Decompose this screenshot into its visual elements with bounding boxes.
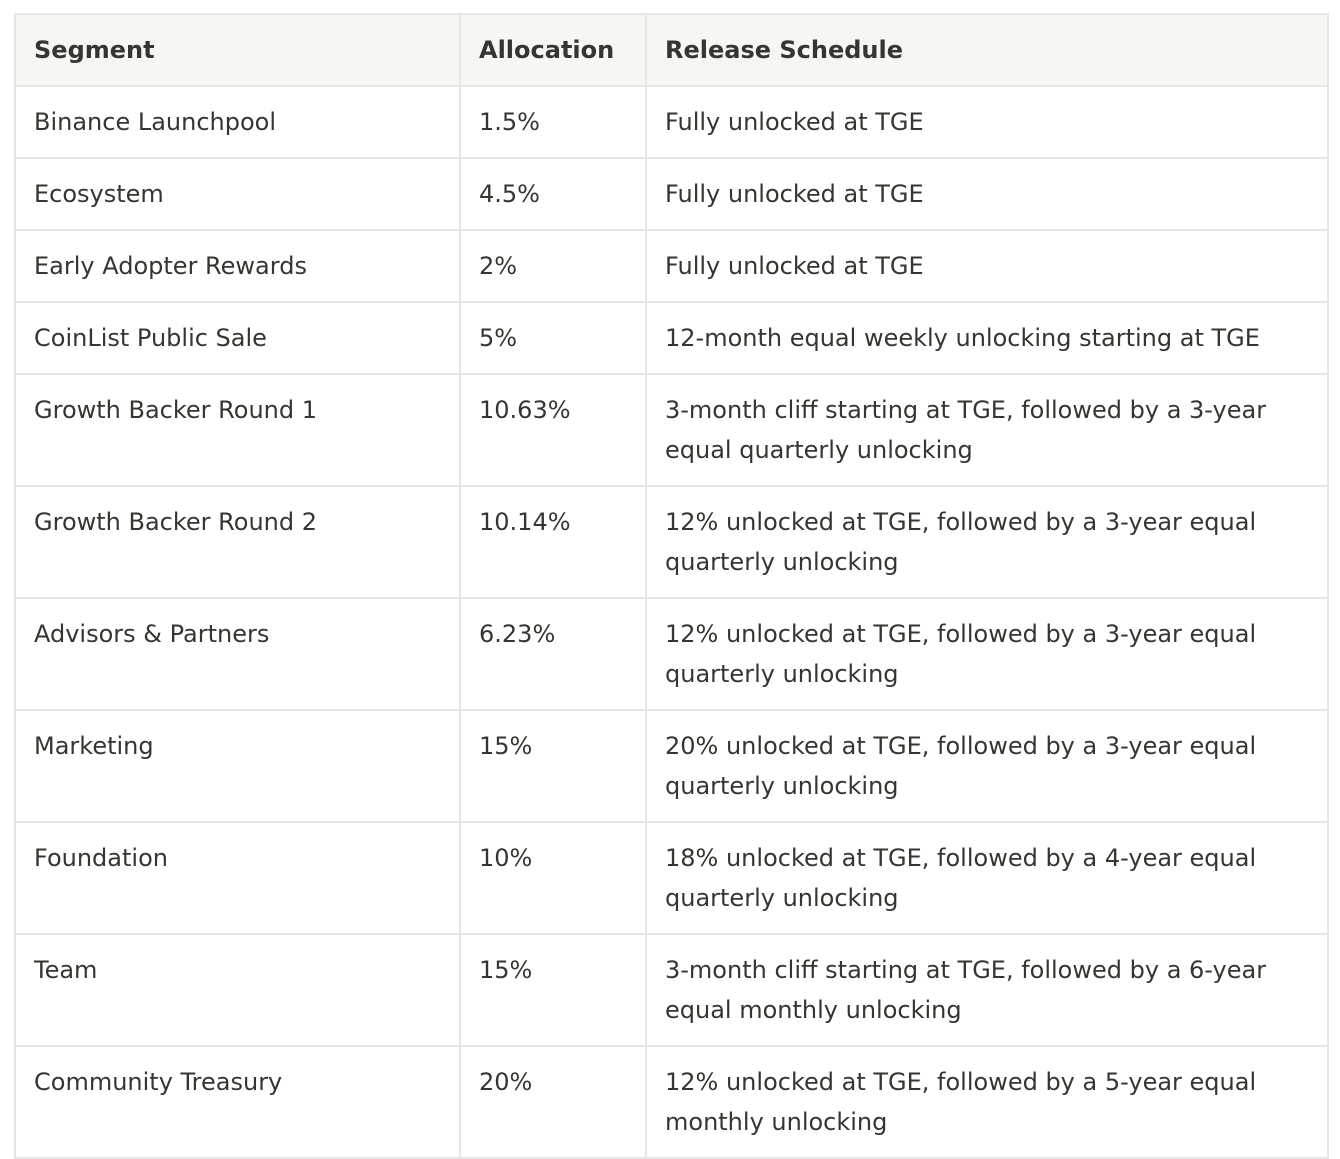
- table-cell: 3-month cliff starting at TGE, followed …: [645, 373, 1329, 487]
- table-cell: 18% unlocked at TGE, followed by a 4-yea…: [645, 821, 1329, 935]
- table-row: Early Adopter Rewards 2% Fully unlocked at…: [14, 229, 1329, 303]
- table-cell: Ecosystem: [14, 157, 461, 231]
- table-cell: 1.5%: [459, 85, 647, 159]
- table-cell: 12% unlocked at TGE, followed by a 3-yea…: [645, 485, 1329, 599]
- table-cell: 4.5%: [459, 157, 647, 231]
- table-row: Growth Backer Round 1 10.63% 3-month cliff…: [14, 373, 1329, 487]
- table-cell: 10.14%: [459, 485, 647, 599]
- table-cell: 12-month equal weekly unlocking starting…: [645, 301, 1329, 375]
- table-row: Advisors & Partners 6.23% 12% unlocked at …: [14, 597, 1329, 711]
- table-cell: Early Adopter Rewards: [14, 229, 461, 303]
- table-row: Team 15% 3-month cliff starting at TGE, fo…: [14, 933, 1329, 1047]
- table-cell: CoinList Public Sale: [14, 301, 461, 375]
- table-cell: 12% unlocked at TGE, followed by a 5-yea…: [645, 1045, 1329, 1159]
- table-cell: 10%: [459, 821, 647, 935]
- table-cell: Binance Launchpool: [14, 85, 461, 159]
- table-row: Foundation 10% 18% unlocked at TGE, follow…: [14, 821, 1329, 935]
- table-cell: Foundation: [14, 821, 461, 935]
- table-row: Growth Backer Round 2 10.14% 12% unlocked …: [14, 485, 1329, 599]
- table-cell: Fully unlocked at TGE: [645, 229, 1329, 303]
- table-row: Binance Launchpool 1.5% Fully unlocked at …: [14, 85, 1329, 159]
- table-cell: 5%: [459, 301, 647, 375]
- table-cell: Marketing: [14, 709, 461, 823]
- header-row: Segment Allocation Release Schedule: [14, 13, 1329, 87]
- table-row: CoinList Public Sale 5% 12-month equal wee…: [14, 301, 1329, 375]
- table-cell: 10.63%: [459, 373, 647, 487]
- table-cell: Growth Backer Round 1: [14, 373, 461, 487]
- table-cell: Growth Backer Round 2: [14, 485, 461, 599]
- table-cell: 15%: [459, 709, 647, 823]
- table-header: Segment Allocation Release Schedule: [14, 13, 1329, 87]
- table-row: Ecosystem 4.5% Fully unlocked at TGE: [14, 157, 1329, 231]
- table-row: Community Treasury 20% 12% unlocked at TGE…: [14, 1045, 1329, 1159]
- header-cell: Segment: [14, 13, 461, 87]
- table-cell: 20%: [459, 1045, 647, 1159]
- table-cell: Fully unlocked at TGE: [645, 85, 1329, 159]
- table-cell: Fully unlocked at TGE: [645, 157, 1329, 231]
- table-body: Binance Launchpool 1.5% Fully unlocked at …: [14, 85, 1329, 1159]
- header-cell: Release Schedule: [645, 13, 1329, 87]
- table-cell: 20% unlocked at TGE, followed by a 3-yea…: [645, 709, 1329, 823]
- table-cell: 12% unlocked at TGE, followed by a 3-yea…: [645, 597, 1329, 711]
- table-cell: Community Treasury: [14, 1045, 461, 1159]
- table-cell: 6.23%: [459, 597, 647, 711]
- table-row: Marketing 15% 20% unlocked at TGE, followe…: [14, 709, 1329, 823]
- table-cell: Advisors & Partners: [14, 597, 461, 711]
- table-cell: Team: [14, 933, 461, 1047]
- table-cell: 2%: [459, 229, 647, 303]
- table-cell: 15%: [459, 933, 647, 1047]
- allocation-table: Segment Allocation Release Schedule Binanc…: [14, 13, 1329, 1159]
- table-cell: 3-month cliff starting at TGE, followed …: [645, 933, 1329, 1047]
- header-cell: Allocation: [459, 13, 647, 87]
